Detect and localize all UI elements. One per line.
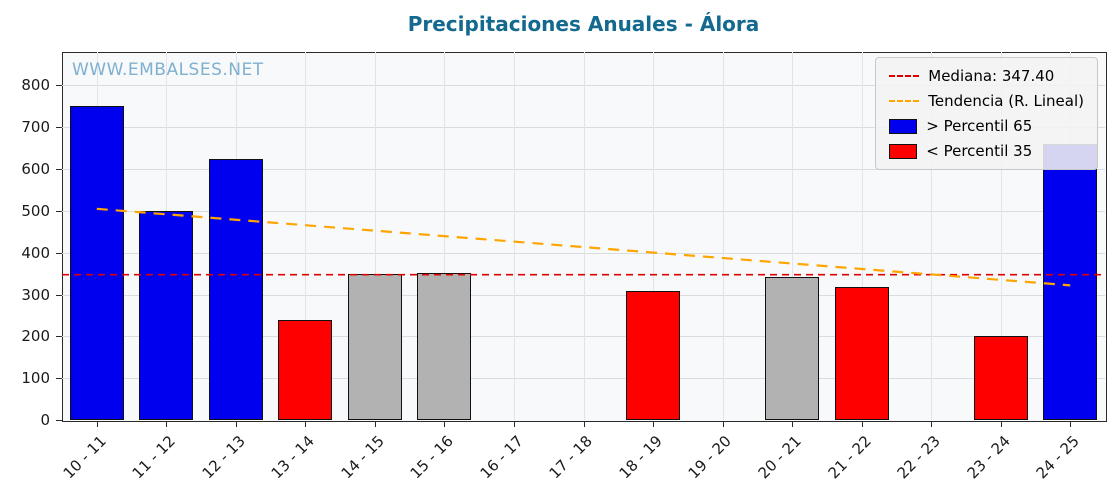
x-tick-mark — [583, 421, 585, 427]
bar-13-14 — [278, 319, 333, 420]
bar-23-24 — [973, 336, 1028, 420]
x-tick-label-text: 19 - 20 — [684, 432, 736, 483]
bar-18-19 — [626, 291, 681, 420]
x-tick-label-text: 11 - 12 — [128, 432, 180, 483]
y-tick-label: 400 — [21, 243, 50, 262]
y-tick-mark — [56, 169, 62, 171]
x-tick-label-text: 13 - 14 — [267, 432, 319, 483]
bar-12-13 — [208, 158, 263, 420]
x-tick-label-text: 16 - 17 — [476, 432, 527, 483]
y-tick-mark — [56, 210, 62, 212]
x-tick-label-text: 24 - 25 — [1032, 432, 1083, 483]
bar-21-22 — [834, 287, 889, 420]
x-tick-label-text: 17 - 18 — [545, 432, 597, 483]
y-tick-mark — [56, 252, 62, 254]
legend: Mediana: 347.40 Tendencia (R. Lineal) > … — [875, 57, 1098, 170]
y-tick-mark — [56, 294, 62, 296]
bar-20-21 — [765, 276, 820, 420]
x-tick-mark — [653, 421, 655, 427]
y-tick-label: 0 — [40, 411, 50, 429]
bar-11-12 — [139, 210, 194, 420]
bar-24-25 — [1043, 144, 1098, 420]
legend-label-above: > Percentil 65 — [926, 117, 1033, 135]
trend-line-swatch — [889, 100, 920, 102]
y-tick-mark — [56, 378, 62, 380]
y-tick-mark — [56, 127, 62, 129]
watermark: WWW.EMBALSES.NET — [72, 60, 264, 80]
bar-14-15 — [347, 274, 402, 420]
bar-10-11 — [69, 106, 124, 420]
x-tick-mark — [444, 421, 446, 427]
x-tick-label-text: 23 - 24 — [963, 432, 1014, 483]
y-tick-mark — [56, 420, 62, 421]
legend-label-median: Mediana: 347.40 — [928, 67, 1055, 85]
x-tick-mark — [722, 421, 724, 427]
y-tick-label: 700 — [21, 118, 50, 137]
x-tick-label-text: 10 - 11 — [59, 432, 110, 483]
x-tick-mark — [792, 421, 794, 427]
x-tick-label-text: 12 - 13 — [198, 432, 249, 483]
x-tick-label-text: 20 - 21 — [754, 432, 805, 483]
y-tick-label: 500 — [21, 201, 50, 220]
x-tick-mark — [374, 421, 376, 427]
x-tick-label-text: 15 - 16 — [406, 432, 458, 483]
x-tick-label-text: 14 - 15 — [337, 432, 388, 483]
x-tick-mark — [1000, 421, 1002, 427]
x-tick-label-text: 22 - 23 — [893, 432, 944, 483]
x-tick-mark — [305, 421, 307, 427]
y-tick-mark — [56, 85, 62, 87]
grid-line-vertical — [583, 52, 585, 420]
x-tick-mark — [235, 421, 237, 427]
x-tick-mark — [166, 421, 168, 427]
x-tick-mark — [861, 421, 863, 427]
legend-label-below: < Percentil 35 — [926, 142, 1033, 160]
above-percentile-swatch — [889, 118, 918, 134]
y-tick-label: 800 — [21, 76, 50, 95]
legend-item-above: > Percentil 65 — [889, 117, 1084, 135]
x-tick-mark — [931, 421, 933, 427]
x-tick-mark — [1070, 421, 1072, 427]
y-tick-label: 600 — [21, 160, 50, 179]
chart-title: Precipitaciones Anuales - Álora — [407, 12, 760, 36]
y-tick-label: 100 — [21, 369, 50, 388]
x-tick-label-text: 21 - 22 — [824, 432, 875, 483]
x-tick-mark — [96, 421, 98, 427]
grid-line-vertical — [513, 52, 515, 420]
legend-item-trend: Tendencia (R. Lineal) — [889, 92, 1084, 110]
below-percentile-swatch — [889, 143, 918, 159]
legend-label-trend: Tendencia (R. Lineal) — [928, 92, 1084, 110]
median-line-swatch — [889, 75, 920, 77]
x-tick-mark — [513, 421, 515, 427]
y-tick-label: 200 — [21, 327, 50, 346]
grid-line-vertical — [722, 52, 724, 420]
x-tick-label-text: 18 - 19 — [615, 432, 666, 483]
bar-15-16 — [417, 272, 472, 420]
y-tick-mark — [56, 336, 62, 338]
legend-item-median: Mediana: 347.40 — [889, 67, 1084, 85]
y-tick-label: 300 — [21, 285, 50, 304]
legend-item-below: < Percentil 35 — [889, 142, 1084, 160]
